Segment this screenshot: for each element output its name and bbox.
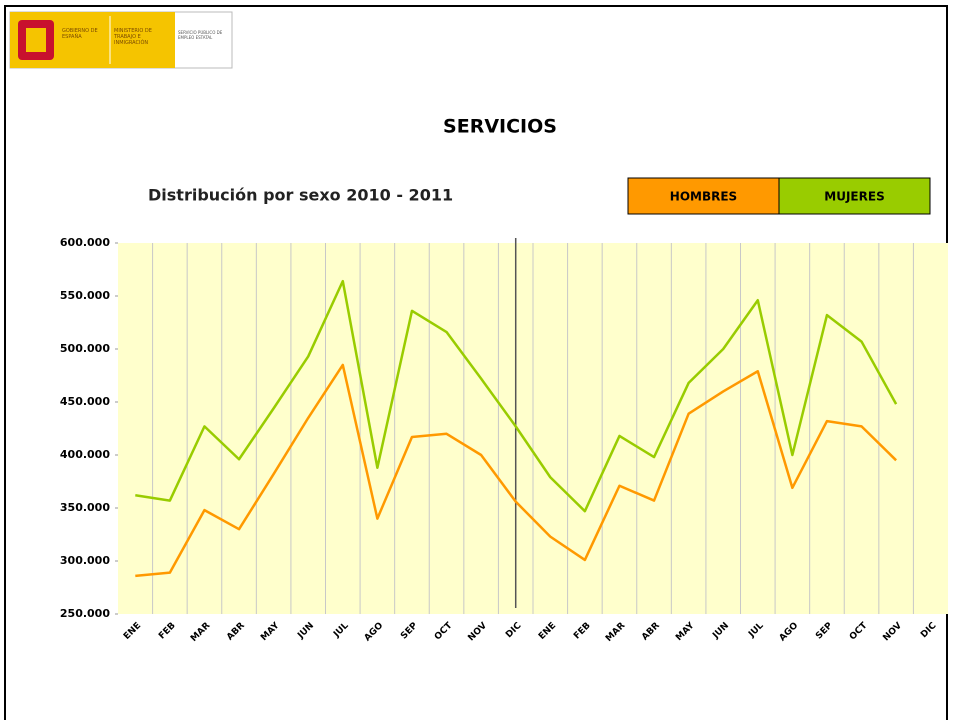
- legend-swatch: [778, 177, 931, 215]
- logo-gobierno-box: GOBIERNO DE ESPAÑA: [62, 28, 98, 40]
- chart-subtitle: Distribución por sexo 2010 - 2011: [148, 186, 453, 205]
- logo-servicio-box: SERVICIO PÚBLICO DE EMPLEO ESTATAL: [178, 30, 223, 40]
- y-tick-label: 350.000: [60, 501, 110, 514]
- legend-swatch: [627, 177, 780, 215]
- logo-ministerio: MINISTERIO DE TRABAJO E INMIGRACIÓN: [114, 28, 152, 46]
- chart-title: SERVICIOS: [443, 116, 557, 138]
- y-tick-label: 600.000: [60, 236, 110, 249]
- y-tick-label: 450.000: [60, 395, 110, 408]
- y-tick-label: 400.000: [60, 448, 110, 461]
- logo-ministerio-box: MINISTERIO DE TRABAJO E INMIGRACIÓN: [114, 28, 152, 46]
- y-tick-label: 250.000: [60, 607, 110, 620]
- logo: GOBIERNO DE ESPAÑA MINISTERIO DE TRABAJO…: [9, 11, 233, 69]
- legend-label: HOMBRES: [670, 190, 737, 204]
- logo-servicio: SERVICIO PÚBLICO DE EMPLEO ESTATAL: [178, 30, 223, 40]
- legend-label: MUJERES: [824, 190, 884, 204]
- series-line: [135, 363, 898, 578]
- y-tick-label: 550.000: [60, 289, 110, 302]
- logo-gobierno: GOBIERNO DE ESPAÑA: [62, 28, 98, 40]
- logo-crest-inner: [26, 28, 46, 52]
- series-line: [135, 279, 898, 513]
- y-tick-label: 300.000: [60, 554, 110, 567]
- y-tick-label: 500.000: [60, 342, 110, 355]
